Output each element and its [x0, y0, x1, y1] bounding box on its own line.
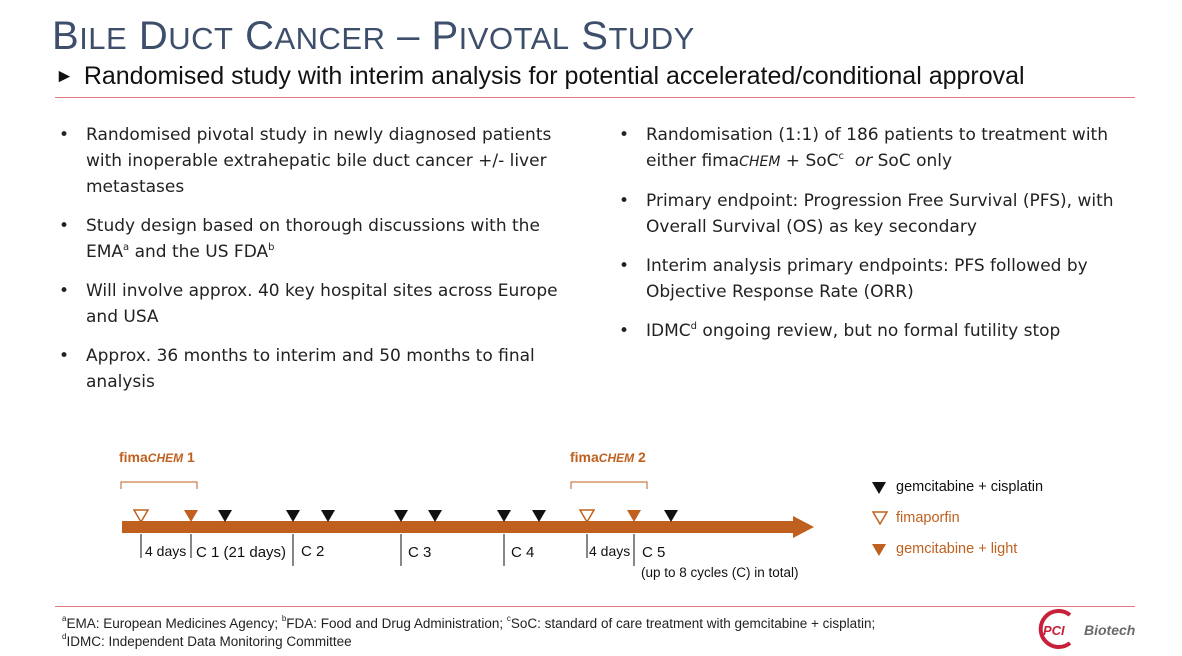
footnote-line-2: dIDMC: Independent Data Monitoring Commi…: [62, 632, 352, 649]
fimachem-2-label: fimaCHEM 2: [570, 449, 646, 465]
logo-biotech-text: Biotech: [1084, 622, 1135, 638]
logo-ring: [1038, 609, 1072, 649]
page-subtitle: ► Randomised study with interim analysis …: [55, 62, 1025, 91]
gemcitabine-light-marker: [627, 510, 641, 522]
list-item: Interim analysis primary endpoints: PFS …: [616, 253, 1146, 305]
cycle-label: C 5: [642, 544, 665, 561]
header-divider: [55, 97, 1135, 98]
legend-label: fimaporfin: [896, 510, 960, 526]
gem-cis-marker: [286, 510, 300, 522]
fimachem-1-label: fimaCHEM 1: [119, 449, 195, 465]
title-word: Pivotal: [431, 14, 570, 58]
cycle-label: C 3: [408, 544, 431, 561]
gem-cis-marker: [321, 510, 335, 522]
timeline-arrow-shaft: [122, 521, 794, 533]
interval-label: 4 days: [589, 543, 630, 559]
fimachem-1-bracket: [120, 481, 198, 489]
pci-biotech-logo: PCI Biotech: [1038, 609, 1135, 649]
gem-cis-marker: [218, 510, 232, 522]
list-item: Randomised pivotal study in newly diagno…: [56, 122, 576, 200]
fimaporfin-marker: [578, 509, 596, 524]
legend-fimaporfin-icon: [871, 511, 889, 526]
right-bullet-list: Randomisation (1:1) of 186 patients to t…: [616, 122, 1146, 357]
gem-cis-marker: [664, 510, 678, 522]
gem-cis-marker: [394, 510, 408, 522]
cycle-label: C 2: [301, 543, 324, 560]
legend-label: gemcitabine + cisplatin: [896, 479, 1043, 495]
interval-label: 4 days: [145, 543, 186, 559]
legend-gem-cis-icon: [872, 482, 886, 494]
left-bullet-list: Randomised pivotal study in newly diagno…: [56, 122, 576, 408]
subtitle-text: Randomised study with interim analysis f…: [83, 62, 1025, 90]
title-dash: –: [397, 14, 420, 58]
cycle-label: C 4: [511, 544, 534, 561]
gem-cis-marker: [428, 510, 442, 522]
logo-pci-text: PCI: [1043, 623, 1065, 638]
footnote-line-1: aEMA: European Medicines Agency; bFDA: F…: [62, 614, 876, 631]
title-word: Duct: [138, 14, 234, 58]
list-item: Will involve approx. 40 key hospital sit…: [56, 278, 576, 330]
cycles-note: (up to 8 cycles (C) in total): [641, 565, 799, 580]
title-word: Study: [581, 14, 695, 58]
title-word: Bile: [52, 14, 128, 58]
fimachem-2-bracket: [570, 481, 648, 489]
cycle-label: C 1 (21 days): [196, 544, 286, 561]
legend-label: gemcitabine + light: [896, 541, 1017, 557]
fimaporfin-marker: [132, 509, 150, 524]
list-item: Approx. 36 months to interim and 50 mont…: [56, 343, 576, 395]
list-item: Primary endpoint: Progression Free Survi…: [616, 188, 1146, 240]
gem-cis-marker: [497, 510, 511, 522]
gem-cis-marker: [532, 510, 546, 522]
play-arrow-icon: ►: [55, 66, 74, 87]
list-item: Study design based on thorough discussio…: [56, 213, 576, 265]
list-item: Randomisation (1:1) of 186 patients to t…: [616, 122, 1146, 175]
legend-gem-light-icon: [872, 544, 886, 556]
gemcitabine-light-marker: [184, 510, 198, 522]
title-word: Cancer: [245, 14, 386, 58]
list-item: IDMCd ongoing review, but no formal futi…: [616, 318, 1146, 344]
timeline-arrow-head: [793, 516, 814, 538]
footer-divider: [55, 606, 1135, 607]
page-title: Bile Duct Cancer – Pivotal Study: [52, 14, 695, 59]
